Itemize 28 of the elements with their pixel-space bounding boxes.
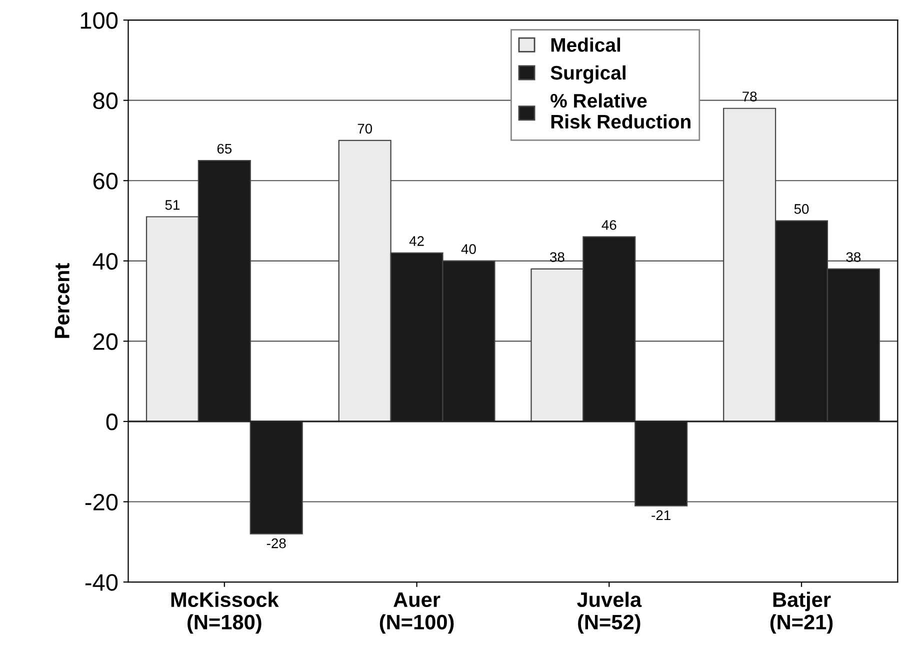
y-tick-label: 80 <box>93 92 118 110</box>
data-label: -21 <box>652 510 670 520</box>
y-axis-title: Percent <box>54 263 70 338</box>
legend-label: % Relative Risk Reduction <box>550 93 690 129</box>
data-label: 38 <box>550 252 564 262</box>
data-label: 38 <box>846 252 861 262</box>
y-tick-label: 40 <box>92 252 118 270</box>
x-tick-label: Batjer (N=21) <box>770 592 833 634</box>
y-tick-label: 100 <box>80 12 118 29</box>
data-label: 50 <box>794 204 809 214</box>
y-tick-label: 20 <box>93 333 118 350</box>
data-label: 78 <box>742 92 757 102</box>
x-tick-label: Auer (N=100) <box>380 592 454 634</box>
data-label: 65 <box>217 144 232 154</box>
legend-label: Surgical <box>550 65 626 84</box>
data-label: -28 <box>266 538 286 548</box>
data-label: 40 <box>461 244 476 254</box>
data-label: 70 <box>358 124 372 134</box>
data-label: 51 <box>165 200 180 210</box>
y-tick-label: -20 <box>85 494 118 511</box>
y-tick-label: 0 <box>106 414 118 430</box>
y-tick-label: -40 <box>85 574 118 591</box>
data-label: 46 <box>602 220 616 230</box>
x-tick-label: McKissock (N=180) <box>171 592 279 634</box>
y-tick-label: 60 <box>93 172 118 190</box>
x-tick-label: Juvela (N=52) <box>577 592 642 634</box>
data-label: 42 <box>409 236 424 246</box>
legend-label: Medical <box>551 38 620 52</box>
